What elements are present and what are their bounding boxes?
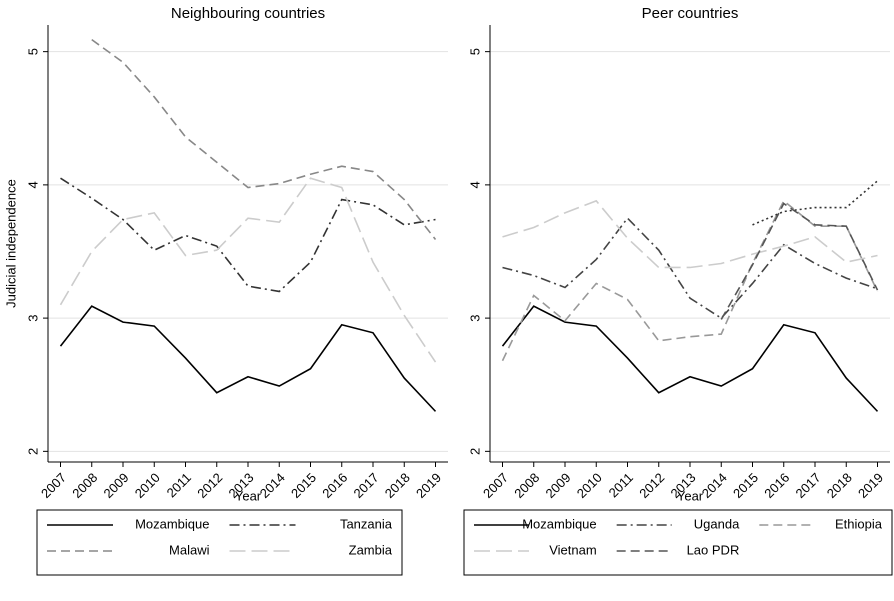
legend-label: Uganda [694,516,740,531]
series-line [59,177,437,363]
x-tick-label: 2014 [257,470,288,501]
legend: Mozambique Uganda Ethiopia Vietnam Lao PDR [463,509,893,576]
x-tick-label: 2012 [636,470,667,501]
series-line [752,180,879,226]
x-tick-label: 2012 [194,470,225,501]
x-tick-label: 2016 [319,470,350,501]
panel-title: Peer countries [642,5,739,22]
x-axis-label: Year [677,488,704,503]
x-tick-label: 2008 [69,470,100,501]
x-axis-label: Year [235,488,262,503]
x-tick-label: 2018 [824,470,855,501]
x-tick-label: 2008 [511,470,542,501]
x-tick-label: 2010 [574,470,605,501]
x-tick-label: 2014 [699,470,730,501]
legend: Mozambique Tanzania Malawi Zambia [36,509,403,576]
series-line [60,177,436,293]
x-tick-label: 2017 [350,470,381,501]
x-tick-label: 2018 [382,470,413,501]
x-tick-label: 2015 [730,470,761,501]
y-tick-label: 3 [467,314,482,321]
legend-label: Mozambique [522,516,596,531]
x-tick-label: 2015 [288,470,319,501]
x-tick-label: 2011 [606,470,636,500]
legend-box [36,509,403,576]
x-tick-label: 2019 [855,470,886,501]
legend-label: Mozambique [135,516,209,531]
x-tick-label: 2007 [38,470,69,501]
y-axis-label: Judicial independence [3,179,18,308]
panel-title: Neighbouring countries [171,5,325,22]
x-tick-label: 2007 [480,470,511,501]
x-tick-label: 2016 [761,470,792,501]
series-line [91,39,437,240]
y-tick-label: 2 [467,448,482,455]
y-tick-label: 4 [467,181,482,188]
series-line [502,199,878,269]
x-tick-label: 2011 [164,470,194,500]
legend-label: Tanzania [340,516,393,531]
x-tick-label: 2009 [100,470,131,501]
x-tick-label: 2017 [792,470,823,501]
legend-label: Ethiopia [835,516,883,531]
y-tick-label: 5 [25,48,40,55]
series-line [59,305,437,412]
legend-label: Zambia [349,542,393,557]
series-line [501,199,879,362]
legend-label: Vietnam [549,542,596,557]
series-line [501,305,879,412]
x-tick-label: 2019 [413,470,444,501]
legend-label: Malawi [169,542,210,557]
series-line [502,216,878,320]
series-line [720,202,879,320]
y-tick-label: 4 [25,181,40,188]
y-tick-label: 2 [25,448,40,455]
x-tick-label: 2010 [132,470,163,501]
y-tick-label: 5 [467,48,482,55]
x-tick-label: 2009 [542,470,573,501]
legend-box [463,509,893,576]
legend-label: Lao PDR [687,542,740,557]
y-tick-label: 3 [25,314,40,321]
